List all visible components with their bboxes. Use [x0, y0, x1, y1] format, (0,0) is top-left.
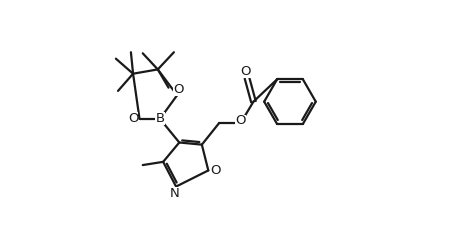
Text: N: N	[170, 187, 180, 199]
Text: O: O	[173, 83, 184, 96]
Text: O: O	[210, 164, 221, 177]
Text: O: O	[235, 114, 246, 128]
Text: O: O	[128, 112, 138, 125]
Text: O: O	[241, 66, 251, 78]
Text: B: B	[156, 112, 165, 125]
